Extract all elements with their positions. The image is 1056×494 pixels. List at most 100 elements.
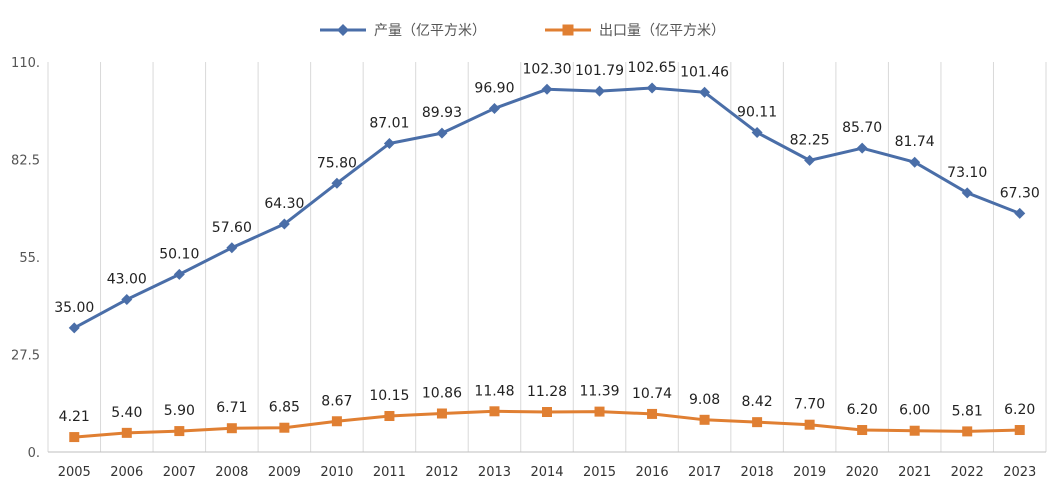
data-label: 102.30: [523, 61, 572, 77]
data-label: 75.80: [317, 155, 357, 171]
series-layer: [68, 82, 1026, 443]
data-point: [542, 407, 552, 418]
legend-marker: [337, 24, 349, 36]
data-point: [436, 127, 448, 139]
data-label: 6.00: [899, 403, 930, 419]
x-tick-label: 2015: [583, 465, 616, 480]
data-point: [804, 154, 816, 166]
x-tick-label: 2008: [215, 465, 248, 480]
x-tick-label: 2019: [793, 465, 826, 480]
data-point: [226, 423, 237, 434]
data-label: 7.70: [794, 397, 825, 413]
data-point: [383, 138, 395, 150]
data-label: 85.70: [842, 120, 882, 136]
data-label: 90.11: [737, 105, 777, 121]
data-label: 73.10: [947, 165, 987, 181]
data-point: [961, 187, 973, 199]
x-tick-label: 2012: [425, 465, 458, 480]
data-label: 4.21: [59, 409, 90, 425]
data-label: 81.74: [895, 134, 935, 150]
x-tick-label: 2006: [110, 465, 143, 480]
data-point: [699, 414, 710, 425]
data-label: 5.90: [164, 403, 195, 419]
x-tick-label: 2011: [373, 465, 406, 480]
data-label: 67.30: [1000, 185, 1040, 201]
x-tick-label: 2014: [530, 465, 563, 480]
x-tick-label: 2013: [478, 465, 511, 480]
data-point: [804, 419, 815, 430]
data-label: 10.86: [422, 385, 462, 401]
data-point: [384, 411, 395, 422]
data-point: [699, 86, 711, 98]
data-label: 11.28: [527, 384, 567, 400]
y-tick-label: 27.5: [11, 349, 40, 364]
vertical-grid: [47, 62, 1047, 452]
data-label: 35.00: [54, 300, 94, 316]
data-label: 5.81: [952, 403, 983, 419]
data-point: [174, 426, 185, 437]
x-tick-label: 2018: [741, 465, 774, 480]
data-point: [909, 156, 921, 168]
x-tick-label: 2005: [58, 465, 91, 480]
data-labels: 35.00 43.00 50.10 57.60 64.30 75.80 87.01 89.93…: [54, 60, 1040, 425]
data-label: 8.67: [321, 393, 352, 409]
data-point: [331, 416, 342, 427]
data-point: [856, 142, 868, 154]
data-label: 6.20: [847, 402, 878, 418]
data-label: 9.08: [689, 392, 720, 408]
data-label: 101.46: [680, 64, 729, 80]
legend-marker: [562, 24, 574, 36]
data-point: [331, 177, 343, 189]
legend-item: 出口量（亿平方米）: [545, 23, 725, 39]
legend-label: 产量（亿平方米）: [374, 23, 486, 39]
data-point: [541, 83, 553, 95]
data-label: 8.42: [742, 394, 773, 410]
x-tick-label: 2016: [636, 465, 669, 480]
data-point: [226, 242, 238, 254]
data-label: 50.10: [159, 246, 199, 262]
data-point: [647, 408, 658, 419]
data-label: 11.39: [579, 384, 619, 400]
data-point: [962, 426, 973, 437]
data-point: [857, 425, 868, 436]
data-point: [68, 322, 80, 334]
data-label: 87.01: [369, 116, 409, 132]
data-point: [279, 422, 290, 433]
x-tick-label: 2007: [163, 465, 196, 480]
x-tick-label: 2010: [320, 465, 353, 480]
y-tick-label: 82.5: [11, 154, 40, 169]
data-point: [121, 294, 133, 306]
x-tick-label: 2022: [951, 465, 984, 480]
x-tick-label: 2021: [898, 465, 931, 480]
data-label: 10.74: [632, 386, 672, 402]
x-tick-label: 2020: [846, 465, 879, 480]
data-label: 6.20: [1004, 402, 1035, 418]
data-point: [173, 268, 185, 280]
data-point: [909, 425, 920, 436]
data-point: [69, 432, 80, 443]
data-point: [594, 85, 606, 97]
x-tick-label: 2009: [268, 465, 301, 480]
data-label: 6.85: [269, 400, 300, 416]
data-label: 101.79: [575, 63, 624, 79]
axes: 0. 27.5 55. 82.5 110. 2005 2006 2007 2008 2009 201…: [11, 56, 1046, 480]
data-point: [489, 406, 500, 417]
data-label: 43.00: [107, 272, 147, 288]
data-point: [278, 218, 290, 230]
data-point: [121, 427, 132, 438]
data-label: 10.15: [369, 388, 409, 404]
y-tick-label: 0.: [28, 446, 40, 461]
data-point: [488, 102, 500, 114]
data-point: [594, 406, 605, 417]
data-point: [751, 127, 763, 139]
legend: 产量（亿平方米） 出口量（亿平方米）: [320, 23, 725, 39]
data-label: 11.48: [474, 383, 514, 399]
data-point: [752, 417, 763, 428]
data-label: 57.60: [212, 220, 252, 236]
data-point: [1014, 425, 1025, 436]
data-point: [1014, 207, 1026, 219]
data-label: 89.93: [422, 105, 462, 121]
legend-label: 出口量（亿平方米）: [599, 23, 725, 39]
